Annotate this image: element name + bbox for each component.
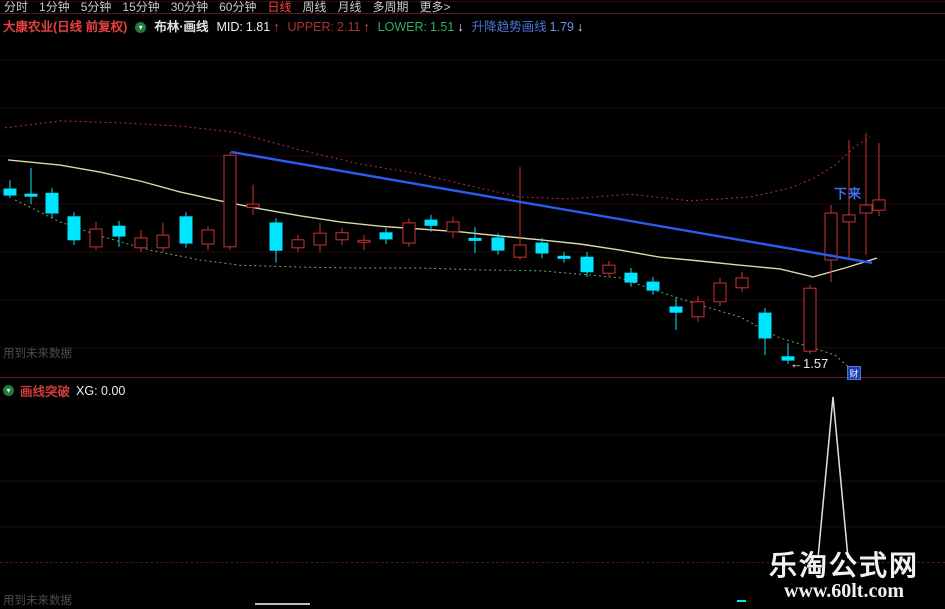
stock-name: 大康农业(日线 前复权) [3,20,128,34]
scrollbar-thumb[interactable] [255,603,310,605]
drawn-note-annotation: 下来 [834,186,863,201]
lower-label: LOWER: [377,20,427,34]
menu-item-6[interactable]: 日线 [267,0,292,14]
low-price-annotation: ←1.57 [790,356,829,371]
menu-item-9[interactable]: 多周期 [372,0,409,14]
menu-underline [0,13,945,14]
future-data-warning-main: 用到未来数据 [3,348,72,360]
top-border-line [0,1,945,2]
menu-item-5[interactable]: 60分钟 [219,0,257,14]
cai-signal-marker: 财 [847,366,861,380]
sub-indicator-value: XG: 0.00 [76,383,126,398]
title-bar: 大康农业(日线 前复权) ▾ 布林·画线 MID: 1.81 ↑ UPPER: 2.1… [3,20,583,34]
trendline-value: 1.79 [549,20,574,34]
menu-item-4[interactable]: 30分钟 [170,0,209,14]
sub-indicator-collapse-icon[interactable]: ▾ [3,385,14,396]
cyan-tick-mark [737,600,746,602]
bottom-separator-line [0,562,945,563]
menu-item-10[interactable]: 更多> [419,0,451,14]
indicator-collapse-icon[interactable]: ▾ [135,21,147,33]
upper-value: 2.11 [337,20,361,34]
mid-label: MID: [216,20,243,34]
menu-item-3[interactable]: 15分钟 [122,0,160,14]
indicator-name: 布林·画线 [154,20,209,34]
lower-arrow-down-icon: ↓ [457,20,464,34]
bollinger-upper-field: UPPER: 2.11 ↑ [287,20,369,34]
watermark-site-name: 乐淘公式网 [768,550,919,581]
watermark-site-url: www.60lt.com [784,580,904,602]
lower-value: 1.51 [429,20,455,34]
upper-arrow-up-icon: ↑ [363,20,370,34]
menu-item-0[interactable]: 分时 [4,0,29,14]
mid-arrow-up-icon: ↑ [273,20,280,34]
sub-indicator-name: 画线突破 [20,385,71,399]
menu-item-1[interactable]: 1分钟 [39,0,70,14]
upper-label: UPPER: [287,20,335,34]
trendline-field: 升降趋势画线 1.79 ↓ [472,20,584,34]
trendline-label: 升降趋势画线 [471,20,547,34]
period-menu-bar: 分时 1分钟 5分钟 15分钟 30分钟 60分钟 日线 周线 月线 多周期 更多> [4,1,451,14]
menu-item-8[interactable]: 月线 [337,0,362,14]
watermark: 乐淘公式网 www.60lt.com [768,550,919,602]
bollinger-lower-field: LOWER: 1.51 ↓ [378,20,464,34]
mid-value: 1.81 [245,20,271,34]
bollinger-mid-field: MID: 1.81 ↑ [216,20,279,34]
menu-item-7[interactable]: 周线 [302,0,327,14]
trendline-arrow-down-icon: ↓ [576,20,584,34]
menu-item-2[interactable]: 5分钟 [80,0,112,14]
sub-indicator-bar: ▾ 画线突破 XG: 0.00 [3,381,125,400]
future-data-warning-sub: 用到未来数据 [3,595,72,607]
panel-separator-line [0,377,945,378]
